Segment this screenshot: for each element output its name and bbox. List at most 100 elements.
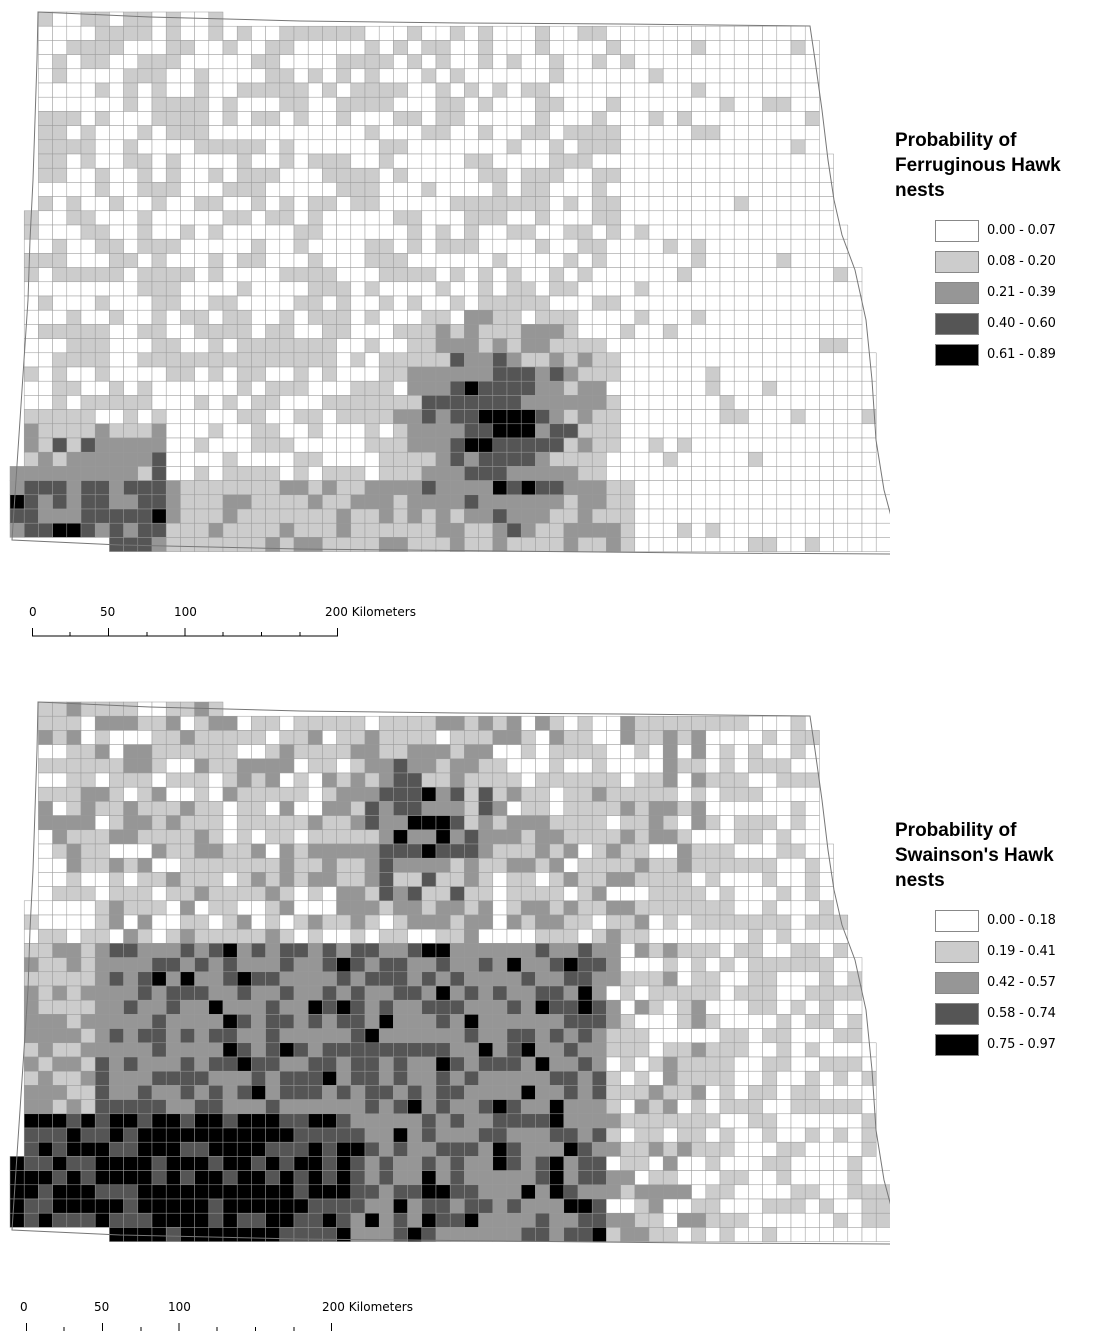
grid-cell	[293, 40, 309, 55]
grid-cell	[236, 352, 252, 368]
grid-cell	[407, 872, 423, 887]
grid-cell	[66, 253, 82, 268]
grid-cell	[648, 1141, 664, 1157]
grid-cell	[66, 508, 82, 524]
grid-cell	[634, 1113, 650, 1129]
grid-cell	[322, 1014, 337, 1029]
grid-cell	[307, 843, 323, 859]
grid-cell	[109, 267, 124, 283]
grid-cell	[790, 437, 806, 453]
grid-cell	[293, 1141, 309, 1157]
grid-cell	[677, 309, 692, 325]
grid-cell	[165, 928, 181, 944]
grid-cells	[9, 11, 890, 552]
grid-cell	[464, 153, 479, 169]
grid-cell	[350, 886, 366, 902]
grid-cell	[265, 1198, 281, 1214]
grid-cell	[804, 843, 820, 859]
grid-cell	[208, 409, 224, 425]
grid-cell	[52, 957, 68, 973]
grid-cell	[322, 758, 337, 774]
grid-cell	[464, 309, 479, 325]
grid-cell	[492, 82, 508, 98]
grid-cell	[748, 857, 763, 873]
grid-cell	[691, 522, 707, 538]
grid-cell	[776, 886, 792, 902]
grid-cell	[350, 423, 366, 439]
grid-cell	[691, 786, 707, 802]
grid-cell	[307, 1184, 323, 1200]
grid-cell	[378, 1113, 394, 1129]
grid-cell	[407, 786, 423, 802]
grid-cell	[137, 843, 153, 859]
grid-cell	[336, 196, 352, 212]
grid-cell	[733, 466, 749, 481]
grid-cell	[520, 182, 536, 197]
grid-cell	[109, 238, 124, 254]
grid-cell	[535, 914, 550, 930]
grid-cell	[648, 715, 664, 731]
grid-cell	[776, 139, 792, 155]
grid-cell	[662, 494, 678, 510]
grid-cell	[94, 843, 110, 859]
grid-cell	[123, 238, 139, 254]
grid-cell	[378, 801, 394, 816]
grid-cell	[378, 125, 394, 141]
grid-cell	[350, 338, 366, 354]
grid-cell	[222, 295, 238, 311]
grid-cell	[137, 409, 153, 425]
grid-cell	[861, 1056, 877, 1072]
grid-cell	[364, 352, 380, 368]
grid-cell	[38, 395, 53, 410]
grid-cell	[748, 1085, 763, 1100]
grid-cell	[336, 1127, 352, 1143]
grid-cell	[662, 886, 678, 902]
grid-cell	[563, 366, 579, 382]
grid-cell	[691, 1113, 707, 1129]
grid-cell	[165, 1028, 181, 1044]
grid-cell	[748, 238, 763, 254]
grid-cell	[535, 985, 550, 1001]
grid-cell	[819, 928, 834, 944]
grid-cell	[109, 943, 124, 958]
grid-cell	[236, 1170, 252, 1186]
grid-cell	[393, 1170, 408, 1186]
grid-cell	[222, 238, 238, 254]
grid-cell	[279, 1028, 295, 1044]
grid-cell	[109, 295, 124, 311]
grid-cell	[279, 1156, 295, 1171]
legend-label: 0.75 - 0.97	[987, 1037, 1056, 1052]
grid-cell	[421, 395, 437, 410]
grid-cell	[719, 872, 735, 887]
grid-cell	[719, 886, 735, 902]
grid-cell	[180, 153, 195, 169]
grid-cell	[208, 466, 224, 481]
grid-cell	[80, 508, 96, 524]
grid-cell	[38, 815, 53, 831]
grid-cell	[378, 352, 394, 368]
grid-cell	[606, 1085, 621, 1100]
grid-cell	[52, 1156, 68, 1171]
grid-cell	[648, 466, 664, 481]
grid-cell	[520, 466, 536, 481]
grid-cell	[109, 210, 124, 226]
grid-cell	[506, 494, 522, 510]
grid-cell	[109, 25, 124, 41]
grid-cell	[23, 971, 39, 987]
grid-cell	[378, 1042, 394, 1058]
grid-cell	[733, 928, 749, 944]
grid-cell	[762, 815, 778, 831]
grid-cell	[222, 366, 238, 382]
grid-cell	[577, 395, 593, 410]
grid-cell	[620, 829, 636, 845]
grid-cell	[364, 1156, 380, 1171]
grid-cell	[123, 999, 139, 1015]
grid-cell	[94, 309, 110, 325]
grid-cell	[80, 366, 96, 382]
grid-cell	[677, 1070, 692, 1086]
grid-cell	[151, 380, 167, 396]
grid-cell	[790, 1184, 806, 1200]
grid-cell	[265, 508, 281, 524]
grid-cell	[421, 985, 437, 1001]
grid-cell	[123, 25, 139, 41]
